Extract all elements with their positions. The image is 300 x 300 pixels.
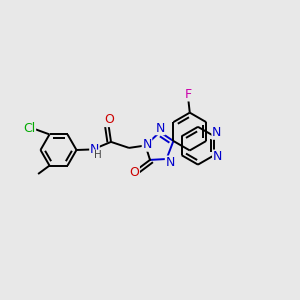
Text: H: H xyxy=(94,150,102,160)
Text: N: N xyxy=(212,126,221,139)
Text: O: O xyxy=(130,166,139,179)
Text: O: O xyxy=(104,113,114,127)
Text: N: N xyxy=(165,156,175,169)
Text: N: N xyxy=(90,143,99,156)
Text: N: N xyxy=(155,122,165,135)
Text: Cl: Cl xyxy=(23,122,35,135)
Text: N: N xyxy=(213,150,222,163)
Text: F: F xyxy=(185,88,192,101)
Text: N: N xyxy=(142,138,152,151)
